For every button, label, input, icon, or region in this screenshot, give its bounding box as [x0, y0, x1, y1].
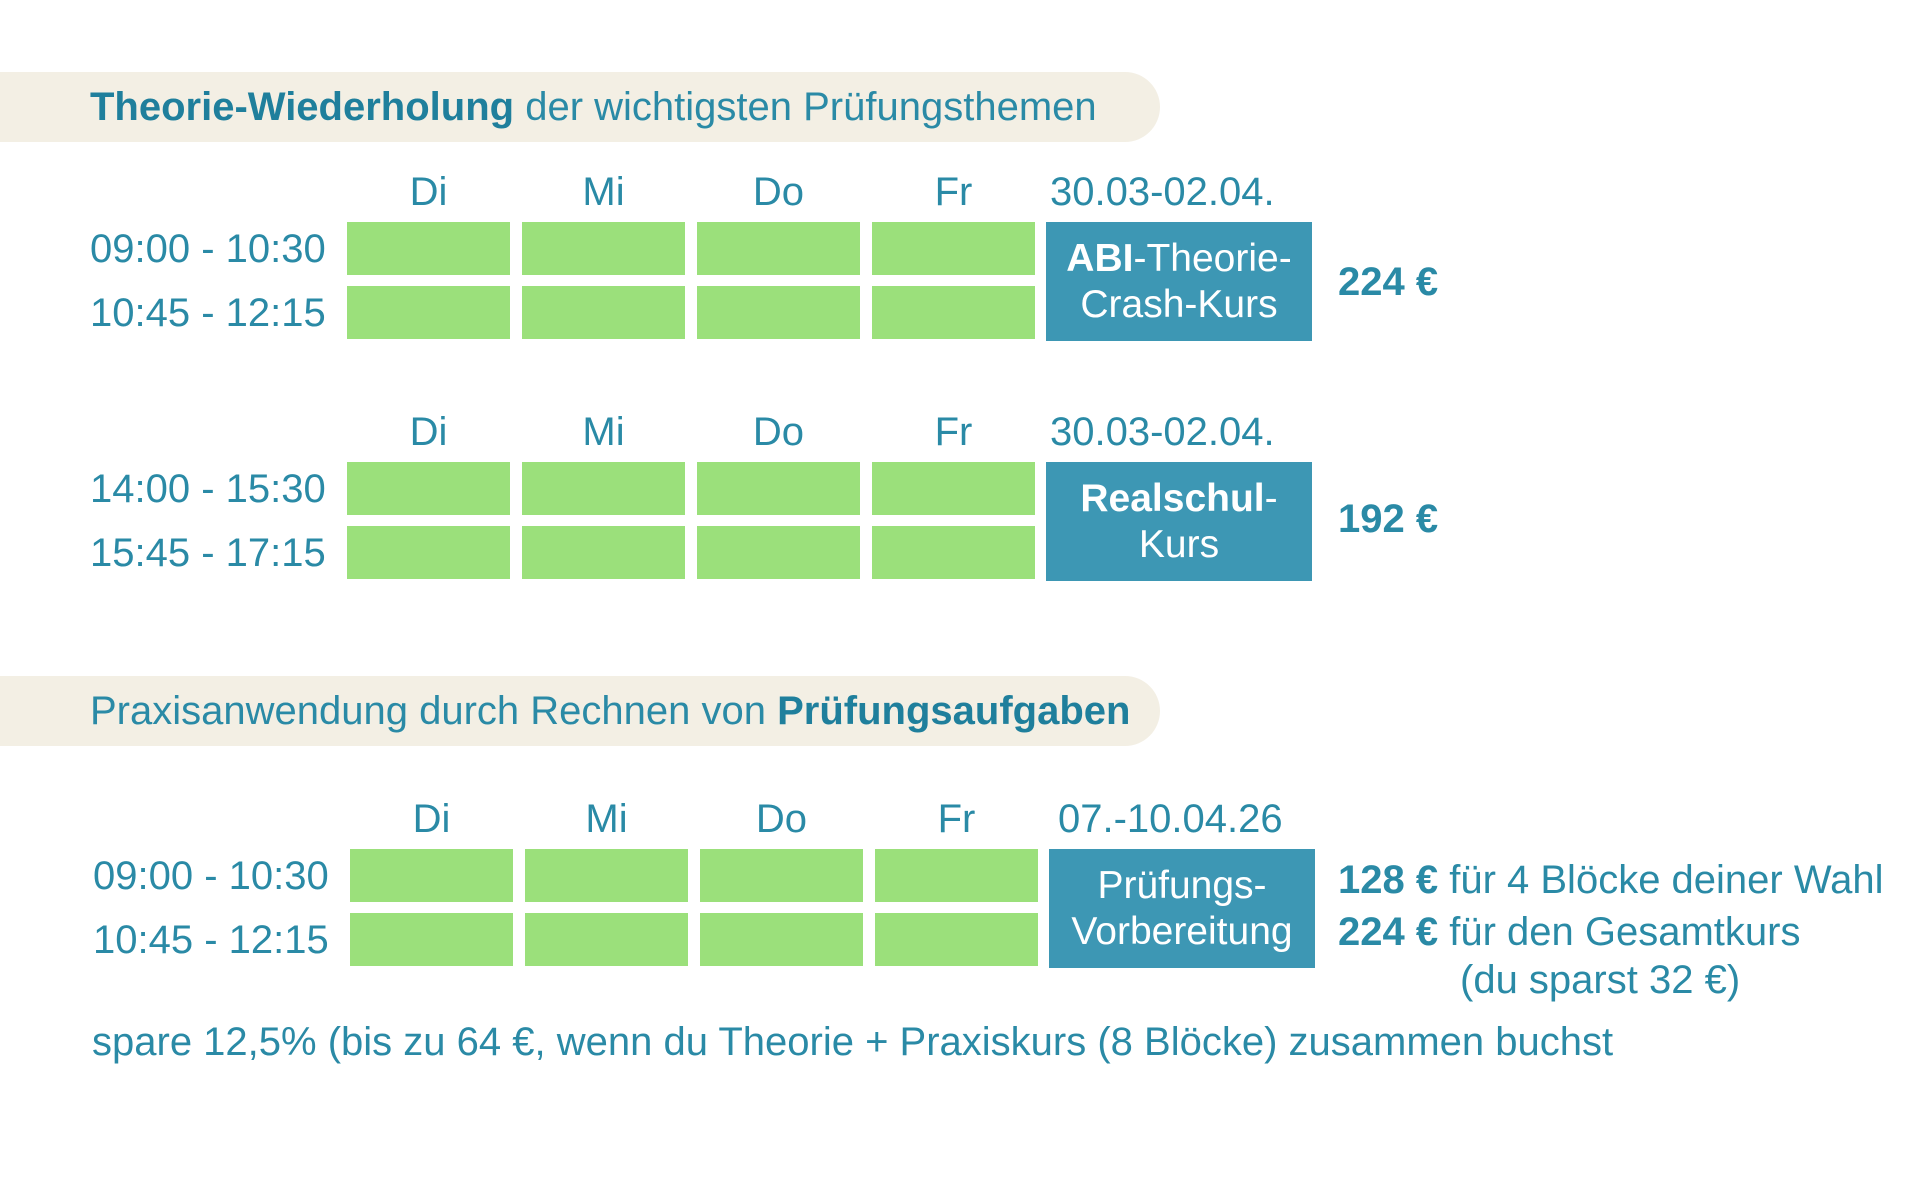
- time-slot-label: 10:45 - 12:15: [90, 291, 326, 335]
- banner-practice-bold: Prüfungsaufgaben: [777, 688, 1131, 733]
- course-name-rest: -Theorie-: [1133, 236, 1292, 280]
- day-label: Mi: [582, 410, 625, 454]
- slot-cell: [872, 526, 1035, 579]
- course-name-line1: Prüfungs-: [1097, 863, 1267, 907]
- slot-cell: [697, 286, 860, 339]
- time-slot-label: 09:00 - 10:30: [90, 227, 326, 271]
- slot-cell: [872, 462, 1035, 515]
- day-label: Fr: [934, 410, 973, 454]
- price-amount: 224 €: [1338, 910, 1439, 954]
- slot-cell: [347, 526, 510, 579]
- course-name-line2: Vorbereitung: [1071, 909, 1293, 953]
- day-label: Mi: [585, 797, 628, 841]
- banner-practice-text: Praxisanwendung durch Rechnen von: [90, 688, 778, 733]
- day-label: Do: [755, 797, 808, 841]
- slot-cell: [525, 913, 688, 966]
- section-banner-theory: Theorie-Wiederholung der wichtigsten Prü…: [0, 72, 1160, 142]
- slot-cell: [875, 913, 1038, 966]
- slot-cell: [522, 462, 685, 515]
- slot-cell: [350, 849, 513, 902]
- price-description: für 4 Blöcke deiner Wahl: [1438, 858, 1884, 902]
- schedule-praxis: Di Mi Do Fr 07.-10.04.26 09:00 - 10:30 1…: [0, 792, 1918, 1002]
- course-price: 192 €: [1338, 497, 1439, 541]
- course-box-pruefungsvorbereitung: Prüfungs- Vorbereitung: [1049, 849, 1315, 968]
- price-amount: 128 €: [1338, 858, 1439, 902]
- slot-cell: [347, 222, 510, 275]
- day-label: Mi: [582, 170, 625, 214]
- price-option-full: 224 € für den Gesamtkurs: [1338, 910, 1800, 955]
- schedule-abi: Di Mi Do Fr 30.03-02.04. 09:00 - 10:30 1…: [0, 165, 1918, 365]
- slot-cell: [700, 913, 863, 966]
- slot-cell: [697, 462, 860, 515]
- time-slot-label: 14:00 - 15:30: [90, 467, 326, 511]
- day-label: Do: [752, 170, 805, 214]
- slot-cell: [522, 286, 685, 339]
- slot-cell: [872, 222, 1035, 275]
- day-label: Di: [412, 797, 451, 841]
- time-slot-label: 15:45 - 17:15: [90, 531, 326, 575]
- slot-cell: [872, 286, 1035, 339]
- slot-cell: [697, 526, 860, 579]
- course-name-rest: -: [1264, 476, 1278, 520]
- slot-cell: [700, 849, 863, 902]
- course-price: 224 €: [1338, 260, 1439, 304]
- price-description: für den Gesamtkurs: [1438, 910, 1801, 954]
- discount-note: spare 12,5% (bis zu 64 €, wenn du Theori…: [92, 1020, 1614, 1064]
- course-dates: 30.03-02.04.: [1050, 170, 1275, 214]
- time-slot-label: 09:00 - 10:30: [93, 854, 329, 898]
- section-banner-practice: Praxisanwendung durch Rechnen von Prüfun…: [0, 676, 1160, 746]
- day-label: Fr: [934, 170, 973, 214]
- slot-cell: [347, 462, 510, 515]
- day-label: Do: [752, 410, 805, 454]
- schedule-realschule: Di Mi Do Fr 30.03-02.04. 14:00 - 15:30 1…: [0, 405, 1918, 605]
- slot-cell: [525, 849, 688, 902]
- slot-cell: [522, 526, 685, 579]
- price-option-blocks: 128 € für 4 Blöcke deiner Wahl: [1338, 858, 1884, 903]
- course-name-line2: Crash-Kurs: [1080, 282, 1278, 326]
- time-slot-label: 10:45 - 12:15: [93, 918, 329, 962]
- course-name-bold: ABI: [1066, 236, 1134, 280]
- slot-cell: [347, 286, 510, 339]
- course-dates: 07.-10.04.26: [1058, 797, 1283, 841]
- day-label: Di: [409, 410, 448, 454]
- slot-cell: [350, 913, 513, 966]
- course-name-bold: Realschul: [1080, 476, 1265, 520]
- course-dates: 30.03-02.04.: [1050, 410, 1275, 454]
- slot-cell: [697, 222, 860, 275]
- day-label: Fr: [937, 797, 976, 841]
- day-label: Di: [409, 170, 448, 214]
- course-box-realschule: Realschul- Kurs: [1046, 462, 1312, 581]
- banner-theory-text: der wichtigsten Prüfungsthemen: [514, 84, 1097, 129]
- slot-cell: [522, 222, 685, 275]
- banner-theory-bold: Theorie-Wiederholung: [90, 84, 515, 129]
- slot-cell: [875, 849, 1038, 902]
- price-savings-note: (du sparst 32 €): [1460, 958, 1741, 1002]
- course-name-line2: Kurs: [1138, 522, 1220, 566]
- course-box-abi: ABI-Theorie- Crash-Kurs: [1046, 222, 1312, 341]
